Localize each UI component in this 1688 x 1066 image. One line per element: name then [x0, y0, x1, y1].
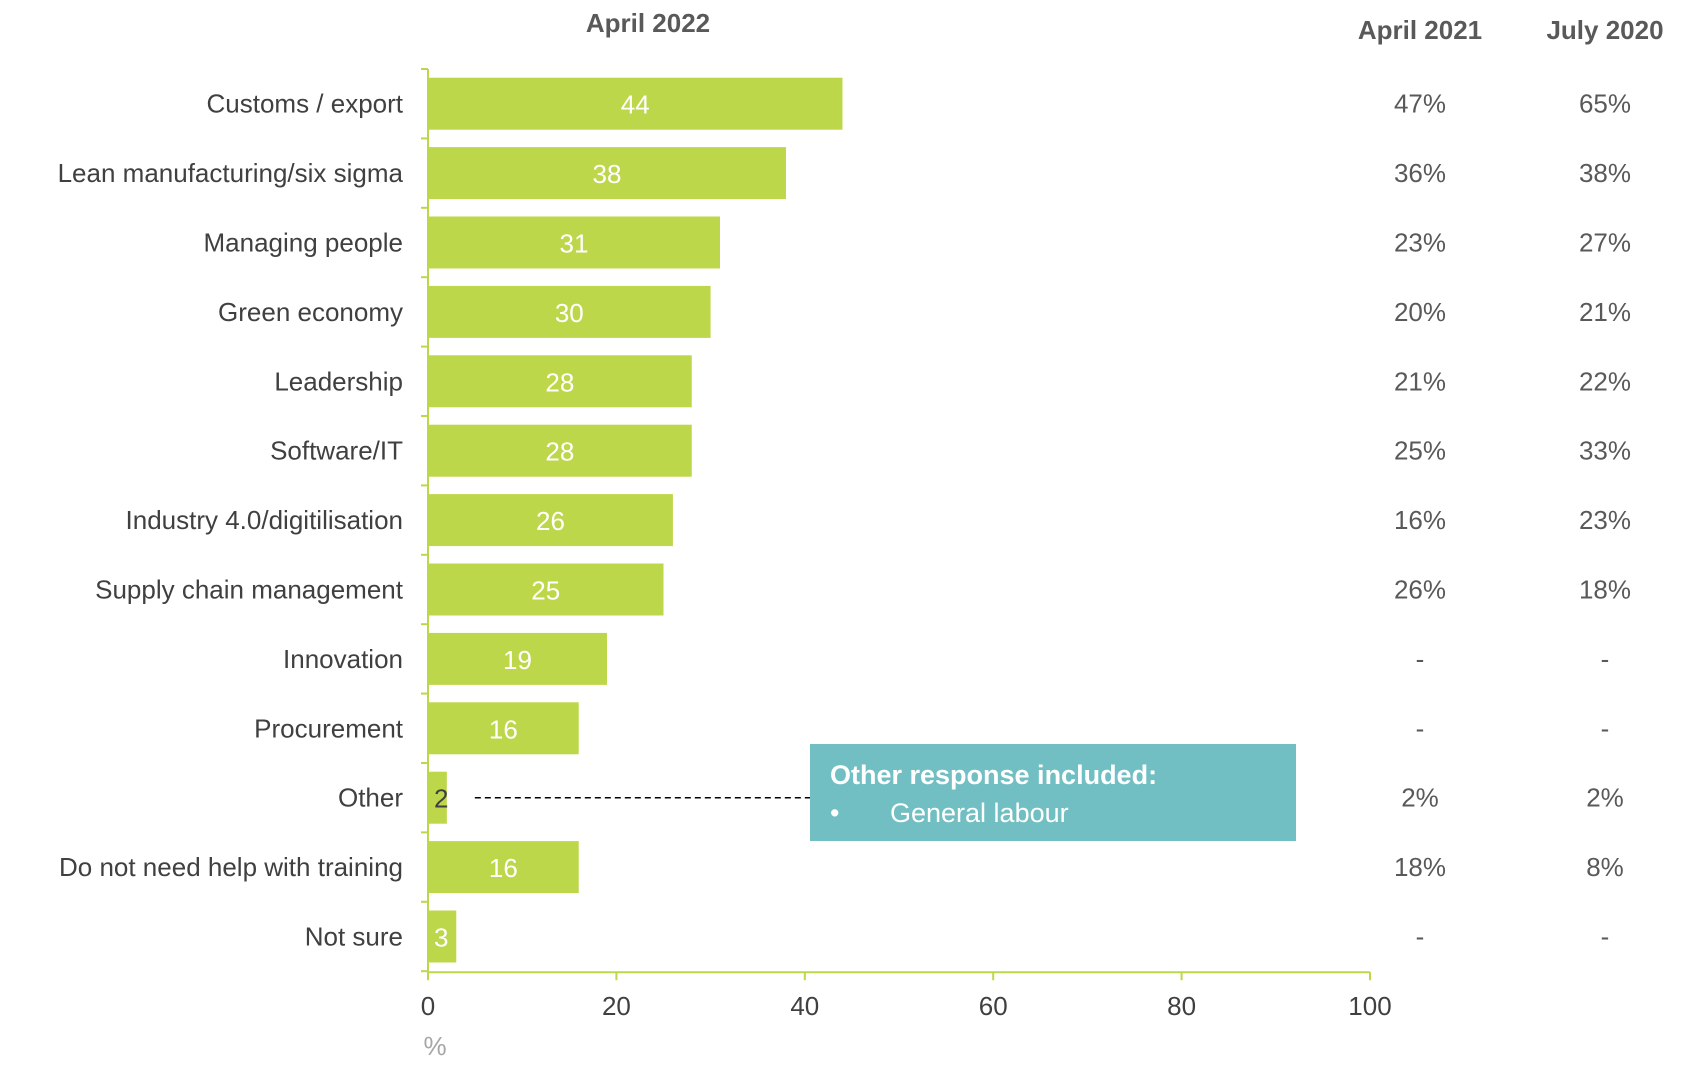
axes: 0 20 40 60 80 100 — [421, 68, 1392, 1021]
category-label: Procurement — [254, 713, 404, 743]
bar — [428, 910, 457, 963]
comparison-values: 47% 65% 36% 38% 23% 27% 20% 21% 21% 22% 25% 33% 16% 2… — [1394, 89, 1631, 952]
comparison-value: - — [1416, 922, 1425, 952]
callout-box — [810, 744, 1296, 841]
bar — [428, 632, 607, 685]
bar — [428, 841, 579, 894]
other-response-callout: Other response included: • General labour — [474, 744, 1296, 841]
comparison-value: 21% — [1579, 297, 1631, 327]
category-label: Customs / export — [206, 89, 403, 119]
category-label: Managing people — [204, 228, 404, 258]
comparison-value: 22% — [1579, 366, 1631, 396]
comparison-column-title: April 2021 — [1358, 15, 1482, 45]
comparison-column-title: July 2020 — [1546, 15, 1663, 45]
comparison-value: - — [1416, 713, 1425, 743]
x-tick-label: 80 — [1167, 991, 1196, 1021]
category-label: Lean manufacturing/six sigma — [58, 158, 404, 188]
category-label: Green economy — [218, 297, 403, 327]
bar — [428, 424, 692, 477]
bar-value-label: 38 — [593, 159, 622, 189]
comparison-value: 23% — [1579, 505, 1631, 535]
comparison-value: 25% — [1394, 436, 1446, 466]
bar — [428, 702, 579, 755]
comparison-value: 65% — [1579, 89, 1631, 119]
x-tick-label: 40 — [790, 991, 819, 1021]
x-tick-label: 0 — [421, 991, 435, 1021]
comparison-value: 27% — [1579, 228, 1631, 258]
comparison-value: 8% — [1586, 852, 1624, 882]
comparison-value: 18% — [1394, 852, 1446, 882]
bar-value-label: 26 — [536, 506, 565, 536]
category-label: Industry 4.0/digitilisation — [126, 505, 403, 535]
comparison-value: 20% — [1394, 297, 1446, 327]
callout-item: General labour — [890, 798, 1069, 828]
bar — [428, 563, 664, 616]
bar — [428, 285, 711, 338]
bar-value-label: 30 — [555, 298, 584, 328]
bar-group: 44 38 31 30 28 28 26 25 19 16 2 16 3 — [428, 77, 843, 963]
category-label: Innovation — [283, 644, 403, 674]
bar-value-label: 44 — [621, 90, 650, 120]
x-tick-label: 100 — [1348, 991, 1391, 1021]
comparison-value: 33% — [1579, 436, 1631, 466]
x-tick-label: 20 — [602, 991, 631, 1021]
comparison-value: 18% — [1579, 575, 1631, 605]
comparison-value: - — [1601, 713, 1610, 743]
bar — [428, 216, 721, 269]
callout-title: Other response included: — [830, 760, 1157, 790]
comparison-value: - — [1601, 644, 1610, 674]
bar-value-label: 19 — [503, 645, 532, 675]
bar-value-label: 16 — [489, 714, 518, 744]
x-tick-label: 60 — [979, 991, 1008, 1021]
bar — [428, 77, 843, 130]
category-labels: Customs / export Lean manufacturing/six s… — [58, 89, 404, 952]
comparison-value: 16% — [1394, 505, 1446, 535]
category-label: Do not need help with training — [59, 852, 403, 882]
category-label: Software/IT — [270, 436, 403, 466]
bar-value-label: 3 — [434, 923, 448, 953]
category-label: Not sure — [305, 922, 403, 952]
comparison-value: 26% — [1394, 575, 1446, 605]
bar — [428, 147, 786, 200]
comparison-value: 47% — [1394, 89, 1446, 119]
bar-value-label: 2 — [434, 784, 448, 814]
comparison-value: 36% — [1394, 158, 1446, 188]
comparison-value: 23% — [1394, 228, 1446, 258]
comparison-value: 2% — [1401, 783, 1439, 813]
comparison-column-titles: April 2021 July 2020 — [1358, 15, 1664, 45]
bar-value-label: 28 — [545, 367, 574, 397]
bar-value-label: 28 — [545, 437, 574, 467]
bar — [428, 771, 447, 824]
bar — [428, 494, 673, 547]
bar-value-label: 31 — [560, 229, 589, 259]
category-label: Other — [338, 783, 403, 813]
chart-title: April 2022 — [586, 8, 710, 38]
comparison-value: - — [1601, 922, 1610, 952]
x-axis-unit-label: % — [423, 1031, 446, 1061]
category-label: Leadership — [274, 366, 403, 396]
comparison-value: 21% — [1394, 366, 1446, 396]
comparison-value: - — [1416, 644, 1425, 674]
callout-bullet: • — [830, 798, 839, 828]
bar-value-label: 25 — [531, 576, 560, 606]
comparison-value: 38% — [1579, 158, 1631, 188]
bar — [428, 355, 692, 408]
category-label: Supply chain management — [95, 575, 404, 605]
comparison-value: 2% — [1586, 783, 1624, 813]
bar-value-label: 16 — [489, 853, 518, 883]
